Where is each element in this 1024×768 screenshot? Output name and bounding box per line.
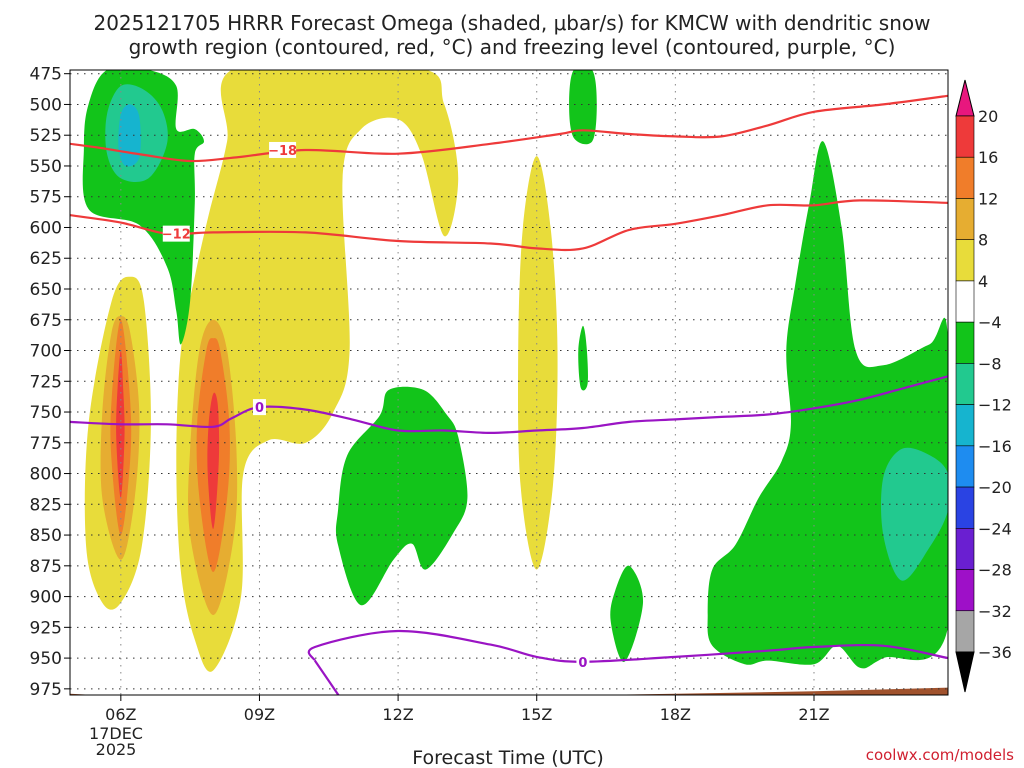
y-tick-label: 800	[30, 465, 62, 485]
credit-text: coolwx.com/models	[866, 746, 1014, 764]
y-tick-label: 850	[30, 526, 62, 546]
terrain-fill	[70, 687, 948, 695]
y-tick-label: 700	[30, 342, 62, 362]
y-tick-label: 500	[30, 95, 62, 115]
x-tick-label: 21Z	[798, 705, 829, 724]
colorbar-swatch	[955, 569, 975, 612]
colorbar-label: 12	[978, 189, 998, 208]
colorbar: 20 16 12 8 4 −4 −8 −12 −16 −20 −24 −28 −32 −36	[955, 79, 1012, 693]
colorbar-label: 8	[978, 231, 988, 250]
colorbar-label: −24	[978, 519, 1012, 538]
chart-title-line-2: growth region (contoured, red, °C) and f…	[129, 35, 896, 59]
dgz-contour-label: −12	[162, 228, 191, 243]
x-axis-label: Forecast Time (UTC)	[412, 747, 603, 768]
colorbar-swatch	[955, 404, 975, 447]
dgz-label-bg	[269, 141, 297, 158]
y-tick-label: 925	[30, 618, 62, 638]
date-label-year: 2025	[96, 740, 137, 759]
y-tick-label: 875	[30, 557, 62, 577]
y-tick-label: 775	[30, 434, 62, 454]
freezing-level-label-bg	[252, 399, 266, 416]
y-tick-label: 625	[30, 249, 62, 269]
y-tick-label: 900	[30, 588, 62, 608]
plot-frame	[69, 69, 949, 696]
colorbar-top-arrow	[955, 79, 975, 117]
colorbar-swatch	[955, 363, 975, 405]
colorbar-swatch	[955, 239, 975, 282]
y-tick-label: 575	[30, 188, 62, 208]
colorbar-swatch	[955, 610, 975, 653]
colorbar-label: −20	[978, 478, 1012, 497]
x-tick-label: 18Z	[660, 705, 691, 724]
colorbar-label: 20	[978, 107, 998, 126]
dgz-label-bg	[162, 225, 190, 242]
y-tick-label: 650	[30, 280, 62, 300]
colorbar-label: −32	[978, 602, 1012, 621]
y-tick-label: 600	[30, 218, 62, 238]
omega-region-8	[517, 156, 558, 570]
y-tick-label: 725	[30, 372, 62, 392]
dgz-contour-1	[70, 199, 948, 252]
y-tick-label: 950	[30, 649, 62, 669]
omega-shading-layer	[70, 70, 948, 695]
freezing-level-contour-0	[70, 375, 948, 435]
omega-region-15	[610, 565, 644, 663]
y-tick-label: 525	[30, 126, 62, 146]
colorbar-swatch	[955, 115, 975, 158]
x-tick-label: 12Z	[382, 705, 413, 724]
y-axis: 475 500 525 550 575 600 625 650 675 700 725 750 775 8…	[30, 65, 70, 700]
x-axis: 06Z 09Z 12Z 15Z 18Z 21Z	[105, 695, 830, 724]
y-tick-label: 475	[30, 65, 62, 85]
colorbar-bottom-arrow	[955, 651, 975, 693]
colorbar-label: −4	[978, 313, 1002, 332]
omega-region-4	[176, 70, 459, 672]
colorbar-swatch	[955, 156, 975, 199]
colorbar-swatch	[955, 280, 975, 323]
colorbar-label: −8	[978, 354, 1002, 373]
colorbar-label: −28	[978, 561, 1012, 580]
y-tick-label: 975	[30, 680, 62, 700]
colorbar-label: −12	[978, 396, 1012, 415]
colorbar-swatch	[955, 445, 975, 488]
date-label-day: 17DEC	[89, 724, 143, 743]
colorbar-swatch	[955, 486, 975, 529]
freezing-level-label-bg	[576, 653, 590, 670]
omega-region-17	[880, 447, 948, 581]
colorbar-label: −36	[978, 643, 1012, 662]
colorbar-swatch	[955, 528, 975, 570]
colorbar-label: 16	[978, 148, 998, 167]
omega-region-12	[335, 386, 468, 606]
colorbar-swatch	[955, 321, 975, 364]
omega-region-13	[569, 70, 597, 145]
contour-layer: −18 −12 0 0	[70, 94, 948, 695]
colorbar-label: 4	[978, 272, 988, 291]
x-tick-label: 09Z	[244, 705, 275, 724]
x-tick-label: 15Z	[521, 705, 552, 724]
dgz-contour-0	[70, 94, 948, 163]
dgz-contour-label: −18	[268, 144, 297, 159]
colorbar-label: −16	[978, 437, 1012, 456]
chart-title-line-1: 2025121705 HRRR Forecast Omega (shaded, …	[93, 11, 930, 35]
y-tick-label: 825	[30, 495, 62, 515]
colorbar-swatch	[955, 198, 975, 240]
freezing-level-contour-2	[313, 659, 340, 695]
freezing-level-contour-label: 0	[578, 656, 587, 671]
omega-region-11	[118, 104, 141, 167]
freezing-level-contour-label: 0	[255, 401, 264, 416]
x-tick-label: 06Z	[105, 705, 136, 724]
omega-region-14	[578, 325, 588, 391]
y-tick-label: 675	[30, 311, 62, 331]
y-tick-label: 550	[30, 157, 62, 177]
y-tick-label: 750	[30, 403, 62, 423]
